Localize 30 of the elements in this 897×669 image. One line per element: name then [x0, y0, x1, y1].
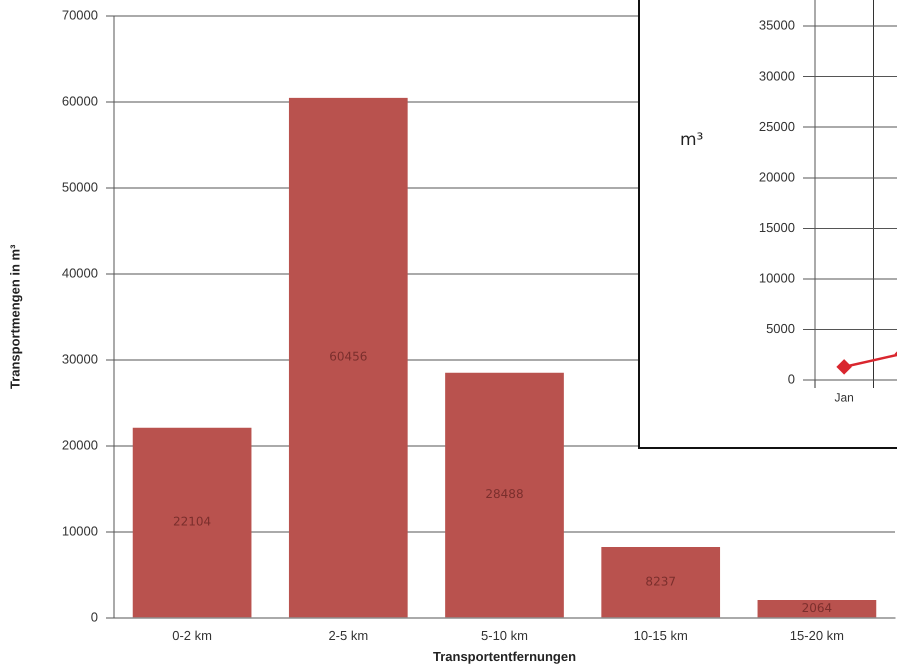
y-tick-label: 15000 [758, 220, 795, 235]
y-tick-label: 10000 [758, 270, 795, 286]
y-tick-label: 40000 [62, 265, 98, 280]
y-tick-label: 5000 [766, 321, 795, 336]
data-label: 2064 [802, 600, 832, 615]
data-label: 22104 [173, 514, 212, 529]
data-label: 8237 [645, 574, 676, 588]
data-label: 28488 [485, 487, 524, 502]
x-tick-label: 10-15 km [634, 628, 688, 644]
y-tick-label: 35000 [758, 18, 795, 33]
data-label: 60456 [329, 350, 368, 364]
y-tick-label: 0 [788, 372, 795, 387]
y-tick-label: 20000 [758, 169, 795, 184]
y-tick-label: 50000 [62, 179, 98, 194]
y-tick-label: 10000 [62, 523, 98, 538]
x-tick-label: 2-5 km [328, 628, 368, 644]
y-tick-label: 25000 [758, 118, 795, 134]
x-axis-title: Transportentfernungen [432, 648, 576, 664]
x-tick-label: 5-10 km [481, 628, 528, 644]
y-tick-label: 30000 [62, 351, 98, 366]
y-tick-label: 30000 [758, 68, 795, 84]
y-tick-label: 0 [90, 609, 98, 624]
y-axis-title: Transportmengen in m³ [7, 244, 22, 390]
y-tick-label: 60000 [62, 93, 98, 108]
x-tick-label: Jan [834, 390, 854, 405]
x-tick-label: 0-2 km [172, 628, 212, 644]
x-tick-label: 15-20 km [790, 628, 844, 644]
y-tick-label: 20000 [62, 437, 98, 452]
y-axis-title: m³ [680, 130, 704, 150]
y-tick-label: 70000 [62, 7, 98, 22]
